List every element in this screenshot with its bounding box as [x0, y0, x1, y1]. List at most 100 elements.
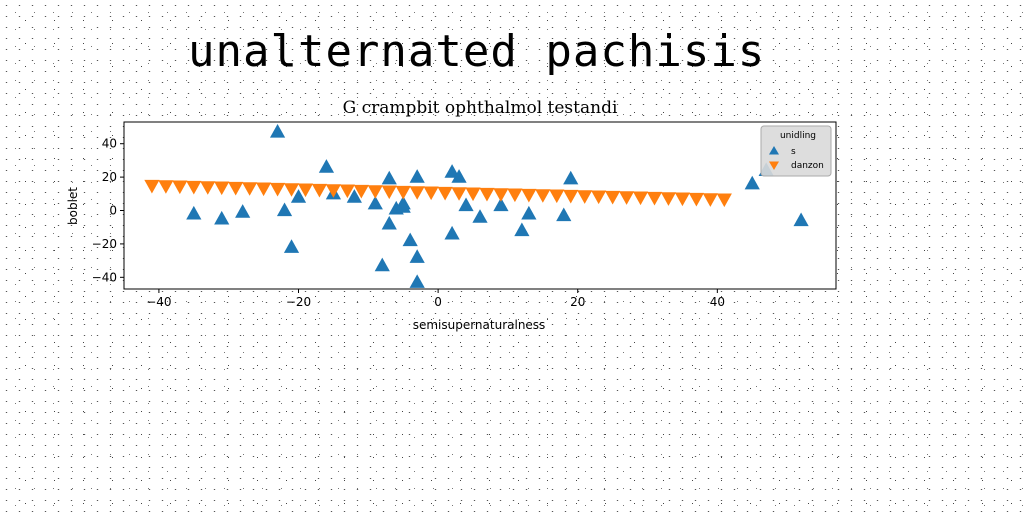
data-point-danzon: [605, 190, 621, 205]
data-point-s: [290, 189, 307, 203]
data-point-danzon: [618, 191, 635, 205]
legend-label-danzon: danzon: [791, 161, 824, 171]
y-tick-label: 0: [109, 204, 117, 218]
data-point-s: [409, 249, 425, 263]
legend-title: unidling: [780, 131, 816, 141]
markers: [144, 124, 809, 288]
data-point-s: [472, 209, 488, 223]
data-point-s: [374, 257, 390, 272]
x-tick-label: 40: [710, 295, 725, 309]
y-tick-label: −40: [92, 270, 117, 284]
data-point-s: [318, 159, 335, 173]
y-axis: −40 −20 0 20 40: [92, 137, 124, 284]
data-point-danzon: [437, 186, 453, 201]
data-point-danzon: [186, 180, 202, 195]
data-point-danzon: [283, 183, 300, 197]
data-point-s: [521, 205, 537, 220]
data-point-danzon: [214, 181, 230, 196]
plot-frame: [123, 121, 837, 290]
data-point-s: [402, 232, 418, 247]
data-point-s: [381, 170, 397, 185]
data-point-danzon: [451, 187, 467, 201]
data-point-s: [793, 212, 809, 227]
data-point-s: [444, 164, 460, 178]
page-title: unalternated pachisis: [188, 26, 766, 77]
data-point-danzon: [632, 191, 649, 206]
x-tick-label: 0: [434, 295, 442, 309]
data-point-s: [563, 170, 579, 185]
data-point-danzon: [688, 192, 704, 207]
data-point-s: [346, 189, 362, 203]
legend: unidling s danzon: [760, 125, 832, 177]
x-tick-label: −20: [286, 295, 311, 309]
data-point-s: [283, 239, 300, 253]
data-point-danzon: [577, 190, 593, 204]
data-point-danzon: [479, 187, 495, 202]
data-point-s: [395, 199, 411, 213]
data-point-s: [514, 222, 530, 237]
data-point-s: [235, 204, 251, 218]
y-tick-label: 20: [102, 170, 117, 184]
data-point-s: [276, 202, 293, 217]
data-point-danzon: [409, 186, 425, 200]
x-axis-label: semisupernaturalness: [413, 318, 546, 332]
data-point-danzon: [228, 181, 244, 196]
data-point-danzon: [535, 189, 551, 203]
data-point-danzon: [200, 181, 216, 195]
data-point-s: [269, 124, 286, 138]
data-point-s: [367, 195, 383, 210]
legend-box: [760, 125, 832, 177]
y-axis-label: boblet: [66, 187, 80, 225]
data-point-s: [458, 197, 474, 212]
x-tick-label: −40: [146, 295, 171, 309]
data-point-danzon: [325, 184, 342, 198]
data-point-s: [444, 225, 460, 240]
data-point-s: [493, 197, 509, 212]
data-point-danzon: [465, 187, 481, 202]
data-point-danzon: [144, 179, 160, 194]
data-point-danzon: [423, 186, 439, 201]
data-point-s: [744, 175, 760, 190]
data-point-danzon: [256, 182, 272, 197]
legend-marker-danzon: [769, 161, 779, 170]
data-point-danzon: [507, 188, 523, 203]
chart-title: G crampbit ophthalmol testandi: [343, 98, 618, 118]
data-point-danzon: [521, 188, 537, 203]
data-point-danzon: [702, 193, 718, 207]
data-point-danzon: [591, 190, 607, 205]
data-point-danzon: [297, 183, 314, 198]
plot-background: [124, 122, 836, 289]
data-point-s: [451, 169, 467, 183]
legend-marker-s: [769, 146, 779, 155]
data-point-danzon: [339, 184, 355, 199]
data-point-danzon: [172, 180, 188, 195]
data-point-danzon: [395, 185, 411, 200]
plot-area: [123, 121, 837, 290]
data-point-danzon: [311, 183, 328, 198]
data-point-danzon: [660, 192, 677, 206]
data-point-danzon: [381, 185, 397, 200]
data-point-danzon: [674, 192, 691, 207]
data-point-danzon: [353, 184, 369, 199]
data-point-danzon: [242, 182, 258, 196]
data-point-danzon: [563, 189, 579, 204]
data-point-danzon: [493, 188, 509, 202]
data-point-s: [409, 169, 425, 183]
data-point-s: [214, 210, 230, 225]
data-point-s: [186, 205, 202, 220]
data-point-danzon: [646, 191, 663, 206]
x-axis: −40 −20 0 20 40: [146, 289, 725, 309]
data-point-s: [556, 207, 572, 222]
y-tick-label: 40: [102, 137, 117, 151]
data-point-s: [381, 215, 397, 230]
y-tick-label: −20: [92, 237, 117, 251]
data-point-danzon: [269, 182, 286, 197]
x-tick-label: 20: [570, 295, 585, 309]
legend-label-s: s: [791, 147, 796, 157]
data-point-danzon: [158, 180, 174, 194]
data-point-danzon: [716, 193, 732, 208]
data-point-danzon: [549, 189, 565, 204]
data-point-danzon: [367, 185, 383, 199]
data-point-s: [409, 274, 425, 288]
